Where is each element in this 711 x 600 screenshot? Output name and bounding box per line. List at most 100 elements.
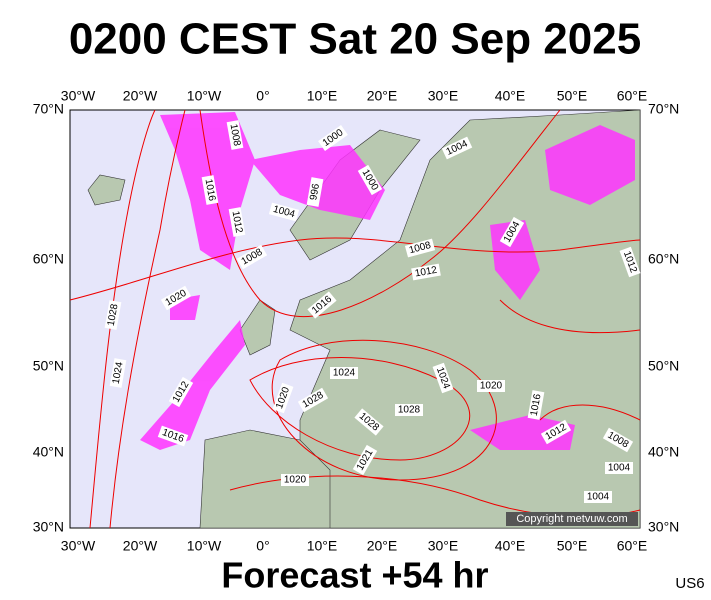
lat-label-left: 40°N (33, 444, 64, 460)
isobar-label-text: 1008 (228, 123, 243, 147)
isobar-label: 1012 (411, 263, 441, 281)
lon-label-top: 60°E (617, 88, 648, 104)
isobar-label-box (605, 462, 633, 474)
isobar-label-box (432, 362, 454, 394)
lon-label-top: 30°W (61, 88, 96, 104)
isobar-label-box (602, 427, 634, 453)
model-label: US6 (675, 575, 704, 592)
lon-label-bottom: 30°W (61, 538, 96, 554)
isobar-label-box (318, 125, 348, 151)
isobar-label-box (307, 291, 337, 319)
isobar-label-box (228, 207, 246, 237)
isobar-label-box (354, 408, 384, 436)
lon-label-top: 30°E (428, 88, 459, 104)
isobar-label-box (297, 387, 329, 413)
isobar-label-box (499, 216, 525, 248)
isobar-label-box (226, 120, 244, 150)
lat-label-right: 40°N (648, 444, 679, 460)
isobar-label: 1024 (109, 358, 127, 388)
forecast-label: Forecast +54 hr (221, 555, 488, 596)
isobar-label-box (157, 425, 189, 447)
isobar-label: 1016 (527, 390, 545, 420)
lon-label-top: 50°E (557, 88, 588, 104)
isobar-label-box (584, 491, 612, 503)
lon-label-top: 20°W (123, 88, 158, 104)
lat-label-right: 70°N (648, 101, 679, 117)
lon-label-top: 0° (256, 88, 269, 104)
isobar-label-text: 1028 (398, 405, 421, 416)
lat-label-left: 50°N (33, 358, 64, 374)
lat-label-right: 30°N (648, 519, 679, 535)
isobar-label-box (330, 367, 358, 379)
isobar-label-text: 996 (308, 182, 322, 201)
isobar-label: 996 (306, 177, 324, 207)
isobar-label: 1028 (104, 300, 122, 330)
isobar-label-box (619, 246, 641, 278)
isobar-label-box (281, 474, 309, 486)
lon-label-top: 10°E (307, 88, 338, 104)
isobar-label-box (201, 175, 219, 205)
isobar-label-box (527, 390, 545, 420)
isobar-label: 1016 (201, 175, 219, 205)
lon-label-bottom: 60°E (617, 538, 648, 554)
isobar-label-box (395, 404, 423, 416)
isobar-label-box (272, 382, 294, 414)
isobar-label: 1008 (404, 238, 436, 258)
isobar-label-box (109, 358, 127, 388)
lat-label-left: 60°N (33, 251, 64, 267)
copyright: Copyright metvuw.com (516, 513, 627, 525)
isobar-label-text: 1016 (203, 178, 218, 202)
isobar-label-text: 1004 (587, 492, 610, 503)
isobar-label-box (477, 380, 505, 392)
isobar-label: 1004 (605, 462, 633, 474)
isobar-label-text: 1012 (230, 210, 245, 234)
lon-label-bottom: 10°E (307, 538, 338, 554)
lat-label-left: 70°N (33, 101, 64, 117)
isobar-label-text: 1024 (333, 368, 356, 379)
isobar-label-box (160, 285, 192, 311)
isobar-label: 1020 (477, 380, 505, 392)
isobar-label-text: 1028 (106, 303, 121, 327)
lon-label-bottom: 20°E (367, 538, 398, 554)
isobar-label: 1020 (281, 474, 309, 486)
isobar-label-text: 1024 (111, 361, 126, 385)
isobar-label-box (540, 419, 572, 445)
isobar-label-box (357, 164, 383, 196)
lon-label-top: 20°E (367, 88, 398, 104)
lon-label-bottom: 20°W (123, 538, 158, 554)
lon-label-bottom: 50°E (557, 538, 588, 554)
isobar-label-text: 1004 (608, 463, 631, 474)
isobar-label-text: 1012 (414, 265, 438, 280)
lat-label-right: 50°N (648, 358, 679, 374)
isobar-label: 1004 (268, 202, 300, 222)
copyright-box (506, 512, 638, 526)
lon-label-bottom: 40°E (495, 538, 526, 554)
isobar-label-box (268, 202, 300, 222)
isobar-label-box (404, 238, 436, 258)
isobar-label-text: 1020 (480, 381, 503, 392)
isobar-label-box (441, 136, 473, 160)
isobar-label-box (352, 444, 378, 476)
lon-label-top: 10°W (187, 88, 222, 104)
lat-label-left: 30°N (33, 519, 64, 535)
isobar-label-text: 1020 (284, 475, 307, 486)
isobar-label: 1004 (584, 491, 612, 503)
isobar-label: 1028 (395, 404, 423, 416)
isobar-label-box (168, 376, 194, 408)
isobar-label: 1024 (330, 367, 358, 379)
title: 0200 CEST Sat 20 Sep 2025 (69, 15, 641, 64)
isobar-label: 1008 (226, 120, 244, 150)
lon-label-bottom: 0° (256, 538, 269, 554)
isobar-label-box (411, 263, 441, 281)
isobar-label-box (236, 244, 268, 270)
lon-label-bottom: 10°W (187, 538, 222, 554)
isobar-label: 1012 (228, 207, 246, 237)
isobar-label-text: 1016 (529, 393, 544, 417)
isobar-label-box (104, 300, 122, 330)
lon-label-top: 40°E (495, 88, 526, 104)
isobar-label-box (306, 177, 324, 207)
lat-label-right: 60°N (648, 251, 679, 267)
lon-label-bottom: 30°E (428, 538, 459, 554)
